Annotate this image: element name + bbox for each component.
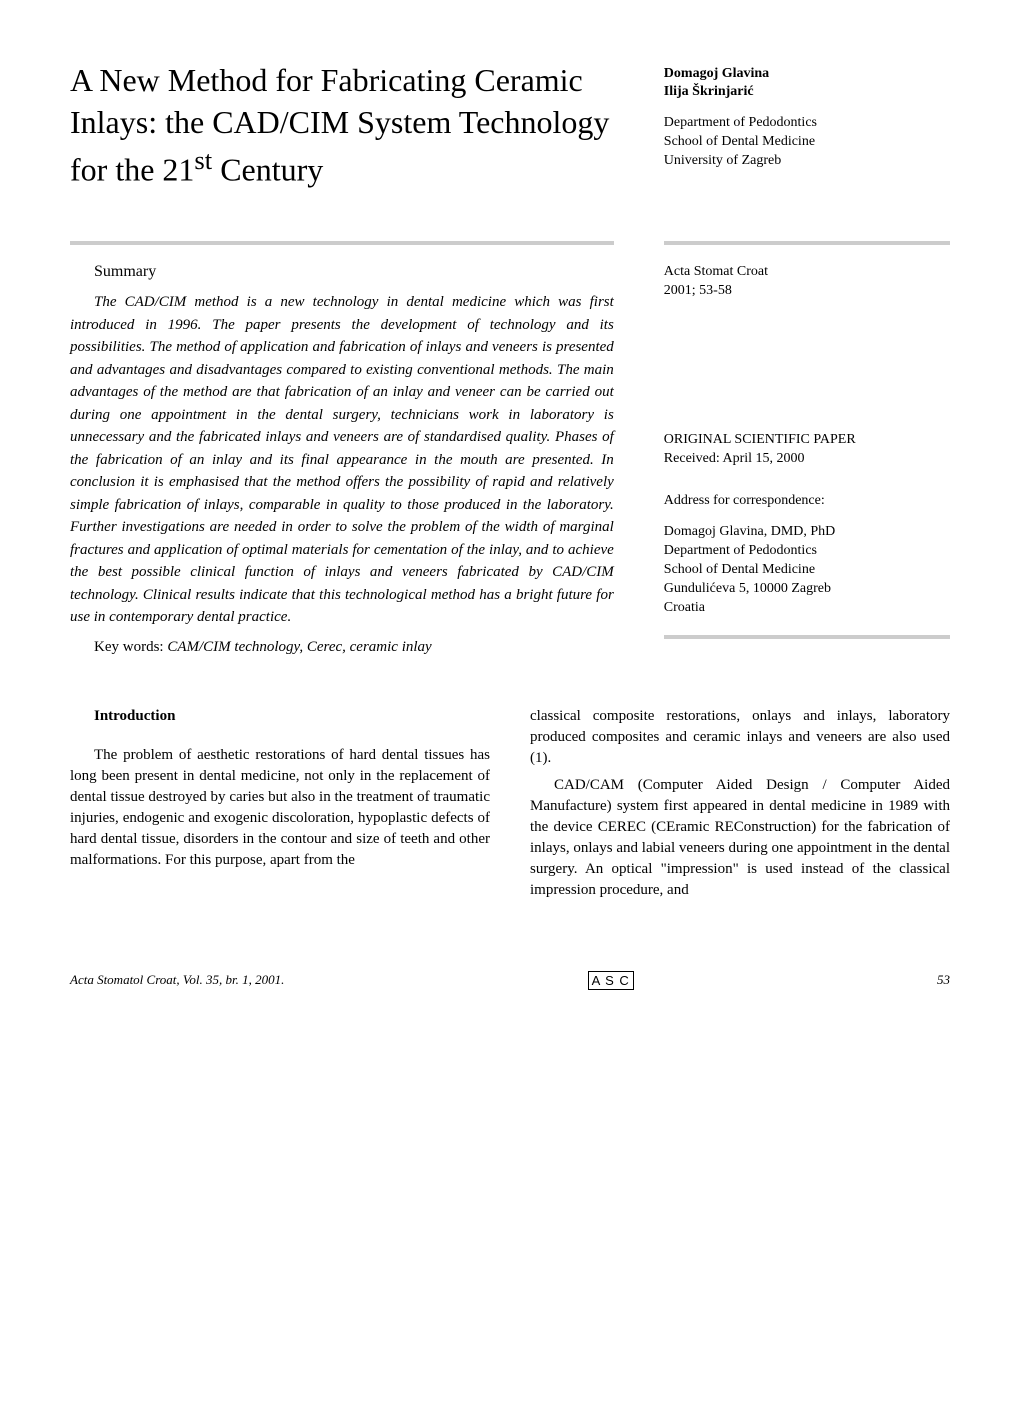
footer-page-number: 53 [937,972,950,988]
summary-meta-row: Summary The CAD/CIM method is a new tech… [70,241,950,656]
citation: 2001; 53-58 [664,282,950,301]
summary-heading: Summary [70,263,614,281]
paper-type: ORIGINAL SCIENTIFIC PAPER [664,431,950,450]
intro-para-1-cont: classical composite restorations, onlays… [530,706,950,769]
page-footer: Acta Stomatol Croat, Vol. 35, br. 1, 200… [70,971,950,990]
abstract-text: The CAD/CIM method is a new technology i… [70,291,614,629]
paper-type-block: ORIGINAL SCIENTIFIC PAPER Received: Apri… [664,431,950,469]
received-date: Received: April 15, 2000 [664,450,950,469]
body-column-left: Introduction The problem of aesthetic re… [70,706,490,901]
meta-bottom-rule [664,635,950,639]
corr-line: Domagoj Glavina, DMD, PhD [664,523,950,542]
affiliation-line: University of Zagreb [664,152,950,171]
affiliation-line: Department of Pedodontics [664,114,950,133]
author-2: Ilija Škrinjarić [664,84,950,100]
intro-para-1: The problem of aesthetic restorations of… [70,745,490,871]
footer-journal-ref: Acta Stomatol Croat, Vol. 35, br. 1, 200… [70,972,284,988]
body-columns: Introduction The problem of aesthetic re… [70,706,950,901]
footer-logo-box: A S C [588,971,634,990]
affiliation-line: School of Dental Medicine [664,133,950,152]
corr-line: Gundulićeva 5, 10000 Zagreb [664,580,950,599]
body-column-right: classical composite restorations, onlays… [530,706,950,901]
paper-header: A New Method for Fabricating Ceramic Inl… [70,60,950,191]
author-1: Domagoj Glavina [664,66,950,82]
correspondence-heading: Address for correspondence: [664,493,950,509]
corr-line: School of Dental Medicine [664,561,950,580]
corr-line: Department of Pedodontics [664,542,950,561]
keywords-values: CAM/CIM technology, Cerec, ceramic inlay [167,639,431,655]
keywords-label: Key words: [94,639,167,655]
journal-reference: Acta Stomat Croat 2001; 53-58 [664,263,950,301]
meta-column: Acta Stomat Croat 2001; 53-58 ORIGINAL S… [664,241,950,656]
introduction-heading: Introduction [70,706,490,727]
title-column: A New Method for Fabricating Ceramic Inl… [70,60,614,191]
keywords-line: Key words: CAM/CIM technology, Cerec, ce… [70,639,614,656]
journal-name: Acta Stomat Croat [664,263,950,282]
author-column: Domagoj Glavina Ilija Škrinjarić Departm… [664,60,950,191]
paper-title: A New Method for Fabricating Ceramic Inl… [70,60,614,191]
summary-column: Summary The CAD/CIM method is a new tech… [70,241,614,656]
affiliation: Department of Pedodontics School of Dent… [664,114,950,171]
corr-line: Croatia [664,599,950,618]
intro-para-2: CAD/CAM (Computer Aided Design / Compute… [530,775,950,901]
correspondence-body: Domagoj Glavina, DMD, PhD Department of … [664,523,950,617]
